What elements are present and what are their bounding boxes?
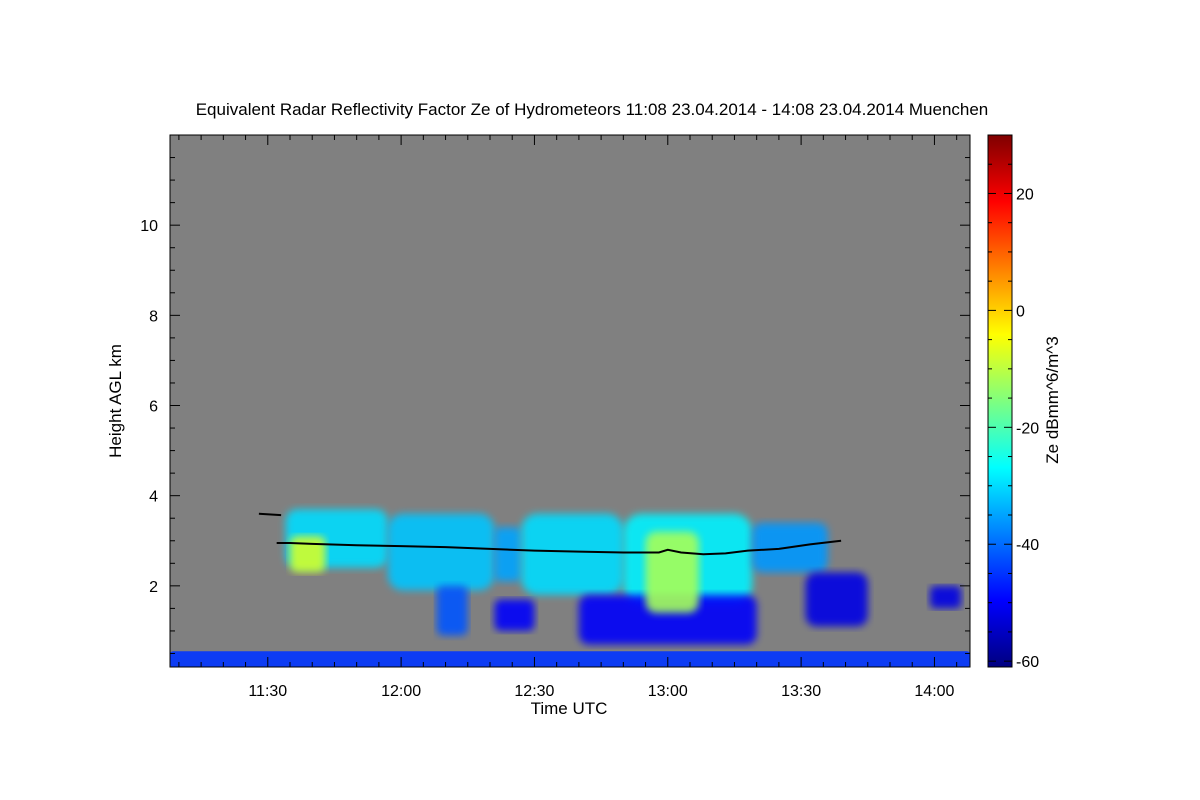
echo-cell [494, 599, 535, 631]
echo-cell [805, 572, 868, 627]
colorbar-axis: 20 0 -20 -40 -60 [988, 134, 1039, 671]
x-tick-label: 12:00 [381, 683, 421, 700]
colorbar-tick-label: -20 [1016, 420, 1039, 437]
x-axis-label: Time UTC [531, 699, 608, 718]
colorbar-tick-label: -60 [1016, 654, 1039, 671]
y-tick-label: 8 [149, 308, 158, 325]
echo-cell [521, 513, 624, 595]
cloud-base-line [276, 539, 842, 556]
y-axis-label: Height AGL km [106, 344, 125, 458]
echo-cell [436, 585, 468, 636]
cloud-base-layer [258, 512, 842, 556]
x-tick-label: 12:30 [514, 683, 554, 700]
x-tick-label: 11:30 [248, 683, 287, 700]
colorbar [987, 134, 1013, 668]
echo-layer [170, 509, 970, 667]
y-tick-label: 6 [149, 399, 158, 416]
colorbar-label: Ze dBmm^6/m^3 [1043, 336, 1062, 463]
x-tick-label: 13:00 [648, 683, 688, 700]
echo-cell [645, 531, 699, 613]
chart-title: Equivalent Radar Reflectivity Factor Ze … [196, 100, 989, 119]
x-axis: 11:30 12:00 12:30 13:00 13:30 14:00 [178, 135, 958, 700]
echo-cell [387, 513, 495, 591]
echo-cell [930, 585, 962, 609]
y-tick-label: 2 [149, 579, 158, 596]
colorbar-tick-label: -40 [1016, 537, 1039, 554]
echo-cell [170, 651, 970, 667]
colorbar-tick-label: 0 [1016, 303, 1025, 320]
y-tick-label: 10 [140, 218, 158, 235]
y-axis: 2 4 6 8 10 [140, 157, 970, 654]
x-tick-label: 13:30 [781, 683, 821, 700]
x-tick-label: 14:00 [914, 683, 954, 700]
colorbar-tick-label: 20 [1016, 186, 1034, 203]
echo-cell [578, 594, 757, 645]
echo-cell [494, 527, 522, 582]
echo-cell [290, 536, 326, 573]
plot-frame [169, 134, 971, 668]
y-tick-label: 4 [149, 489, 158, 506]
cloud-top-segment [258, 512, 282, 517]
